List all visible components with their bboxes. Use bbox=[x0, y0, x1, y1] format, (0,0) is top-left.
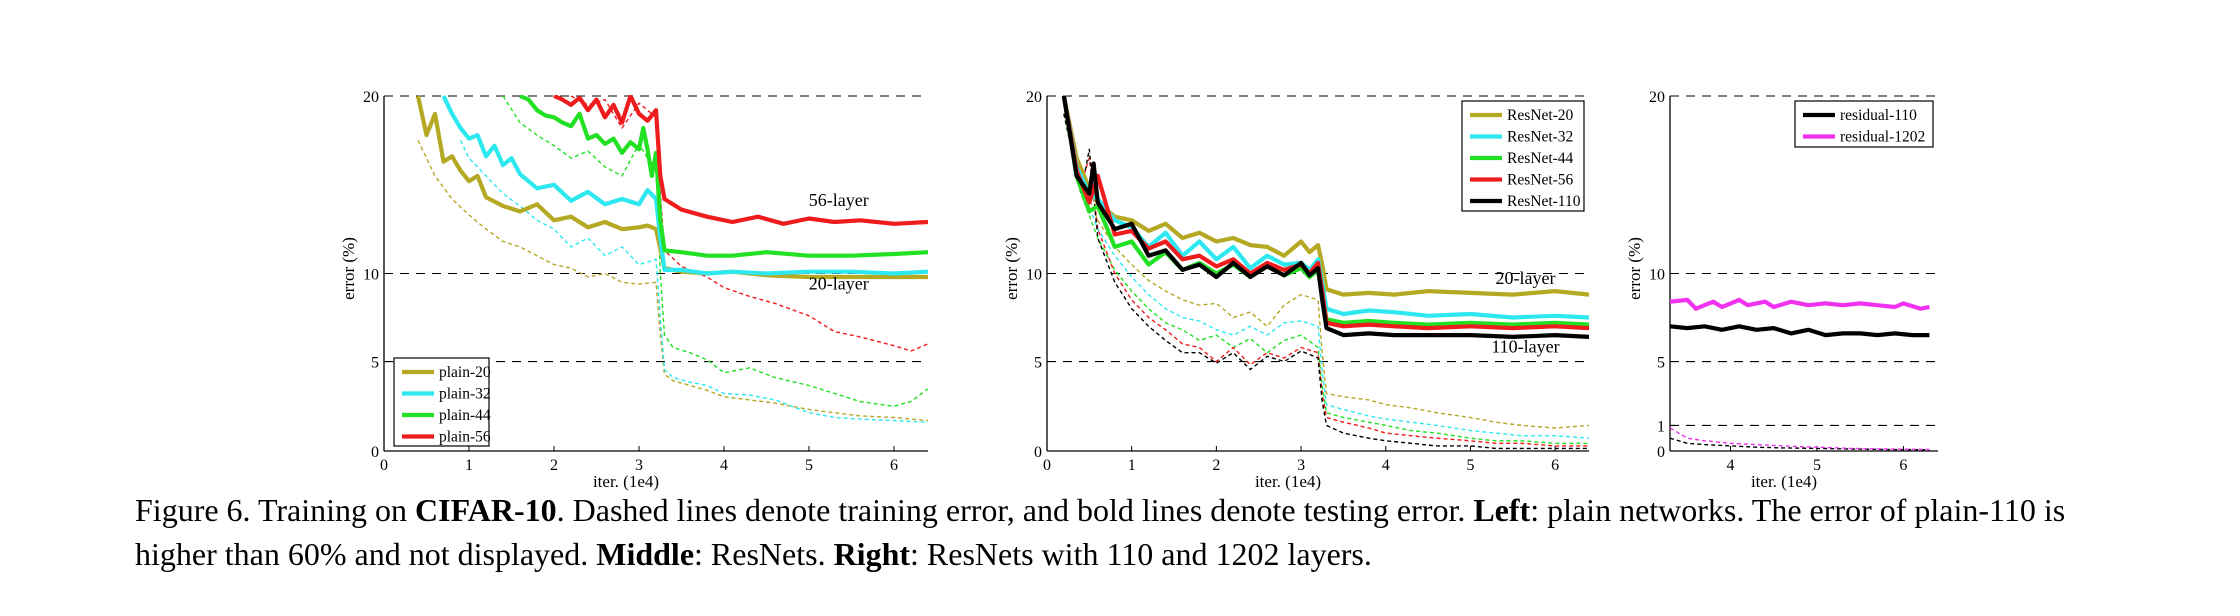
series-group bbox=[1670, 297, 1930, 451]
y-tick-label: 5 bbox=[1657, 355, 1665, 372]
x-tick-label: 2 bbox=[550, 457, 558, 474]
caption-bold-middle: Middle bbox=[596, 536, 695, 572]
caption-bold-right: Right bbox=[833, 536, 911, 572]
caption-bold-left: Left bbox=[1473, 492, 1531, 528]
series-line-resnet-110 bbox=[1061, 95, 1589, 339]
middle-panel-resnets: 0 1 2 3 4 5 6 0 5 10 20 iter. (1e4) error (%) 20-laye… bbox=[1002, 89, 1589, 491]
x-tick-label: 0 bbox=[1043, 457, 1051, 474]
x-tick-label: 6 bbox=[1551, 457, 1559, 474]
series-line-resnet-56-train bbox=[1063, 113, 1589, 447]
legend: plain-20 plain-32 plain-44 plain-56 bbox=[393, 357, 491, 447]
series-line-residual-110-train bbox=[1670, 437, 1930, 451]
series-line-residual-1202 bbox=[1670, 297, 1930, 311]
x-tick-label: 1 bbox=[1128, 457, 1136, 474]
x-tick-label: 5 bbox=[1466, 457, 1474, 474]
x-axis-label: iter. (1e4) bbox=[1751, 472, 1817, 491]
x-tick-label: 3 bbox=[1297, 457, 1305, 474]
legend-label-plain-56: plain-56 bbox=[439, 429, 491, 446]
x-tick-label: 1 bbox=[465, 457, 473, 474]
y-axis-label: error (%) bbox=[1002, 237, 1021, 300]
x-axis-label: iter. (1e4) bbox=[593, 472, 659, 491]
y-tick-label: 10 bbox=[363, 267, 379, 284]
x-tick-label: 2 bbox=[1212, 457, 1220, 474]
x-tick-label: 3 bbox=[635, 457, 643, 474]
legend-label-resnet-44: ResNet-44 bbox=[1507, 150, 1574, 167]
legend: residual-110 residual-1202 bbox=[1794, 100, 1934, 148]
legend-label-resnet-56: ResNet-56 bbox=[1507, 172, 1574, 189]
series-line-resnet-32-train bbox=[1063, 113, 1589, 439]
y-tick-label: 10 bbox=[1649, 267, 1665, 284]
caption-part5: : ResNets with 110 and 1202 layers. bbox=[910, 536, 1372, 572]
legend-label-residual-1202: residual-1202 bbox=[1840, 129, 1925, 146]
caption-prefix: Figure 6. Training on bbox=[135, 492, 416, 528]
figure-caption: Figure 6. Training on CIFAR-10. Dashed l… bbox=[135, 488, 2135, 576]
y-tick-label: 20 bbox=[363, 89, 379, 106]
x-tick-label: 6 bbox=[1899, 457, 1907, 474]
annotation-110-layer: 110-layer bbox=[1491, 337, 1559, 357]
x-tick-label: 5 bbox=[805, 457, 813, 474]
x-tick-label: 5 bbox=[1813, 457, 1821, 474]
series-line-resnet-44-train bbox=[1063, 113, 1589, 444]
series-line-resnet-56 bbox=[1061, 95, 1589, 331]
series-line-resnet-32 bbox=[1061, 95, 1589, 320]
y-tick-label: 0 bbox=[1657, 444, 1665, 461]
legend-box bbox=[1794, 100, 1934, 148]
series-line-plain-20-train bbox=[417, 140, 928, 422]
y-tick-label: 0 bbox=[1034, 444, 1042, 461]
x-tick-label: 6 bbox=[890, 457, 898, 474]
legend-label-resnet-20: ResNet-20 bbox=[1507, 107, 1574, 124]
x-tick-label: 4 bbox=[720, 457, 728, 474]
legend-label-residual-110: residual-110 bbox=[1840, 107, 1917, 124]
caption-part2: . Dashed lines denote training error, an… bbox=[556, 492, 1474, 528]
legend-box bbox=[393, 357, 490, 447]
y-tick-label: 5 bbox=[1034, 355, 1042, 372]
legend-label-plain-44: plain-44 bbox=[439, 407, 491, 424]
series-group bbox=[415, 95, 928, 423]
series-line-plain-32 bbox=[441, 95, 928, 276]
x-tick-label: 0 bbox=[380, 457, 388, 474]
y-tick-label: 20 bbox=[1026, 89, 1042, 106]
y-axis-label: error (%) bbox=[1625, 237, 1644, 300]
y-tick-label: 10 bbox=[1026, 267, 1042, 284]
legend-label-plain-20: plain-20 bbox=[439, 364, 491, 381]
y-tick-label: 20 bbox=[1649, 89, 1665, 106]
series-line-plain-44 bbox=[519, 95, 928, 258]
y-tick-label: 0 bbox=[371, 444, 379, 461]
caption-part4: : ResNets. bbox=[694, 536, 834, 572]
legend-label-resnet-110: ResNet-110 bbox=[1507, 193, 1581, 210]
legend: ResNet-20 ResNet-32 ResNet-44 ResNet-56 ResN… bbox=[1461, 100, 1585, 212]
series-line-residual-1202-train bbox=[1670, 427, 1930, 451]
series-line-resnet-20 bbox=[1061, 95, 1589, 297]
x-tick-label: 4 bbox=[1727, 457, 1735, 474]
y-axis-label: error (%) bbox=[339, 237, 358, 300]
left-panel-plain-networks: 0 1 2 3 4 5 6 0 5 10 20 iter. (1e4) error (%) 56-laye… bbox=[339, 89, 928, 491]
caption-part3: : plain networks. The error of plain-110… bbox=[135, 492, 2066, 572]
annotation-20-layer: 20-layer bbox=[809, 273, 869, 293]
x-tick-label: 4 bbox=[1382, 457, 1390, 474]
y-tick-label: 1 bbox=[1657, 418, 1665, 435]
x-axis-label: iter. (1e4) bbox=[1255, 472, 1321, 491]
y-tick-label: 5 bbox=[371, 355, 379, 372]
series-line-residual-110 bbox=[1670, 324, 1930, 338]
legend-label-resnet-32: ResNet-32 bbox=[1507, 129, 1573, 146]
annotation-56-layer: 56-layer bbox=[809, 190, 869, 210]
series-line-plain-56-train bbox=[570, 95, 928, 352]
legend-label-plain-32: plain-32 bbox=[439, 386, 491, 403]
series-line-plain-44-train bbox=[502, 95, 928, 407]
series-line-plain-56 bbox=[553, 95, 928, 226]
series-group bbox=[1061, 95, 1589, 450]
caption-bold-cifar: CIFAR-10 bbox=[415, 492, 557, 528]
annotation-20-layer: 20-layer bbox=[1496, 268, 1556, 288]
right-panel-deep-resnets: 4 5 6 0 1 5 10 20 iter. (1e4) error (%) residual-1… bbox=[1625, 89, 1938, 491]
